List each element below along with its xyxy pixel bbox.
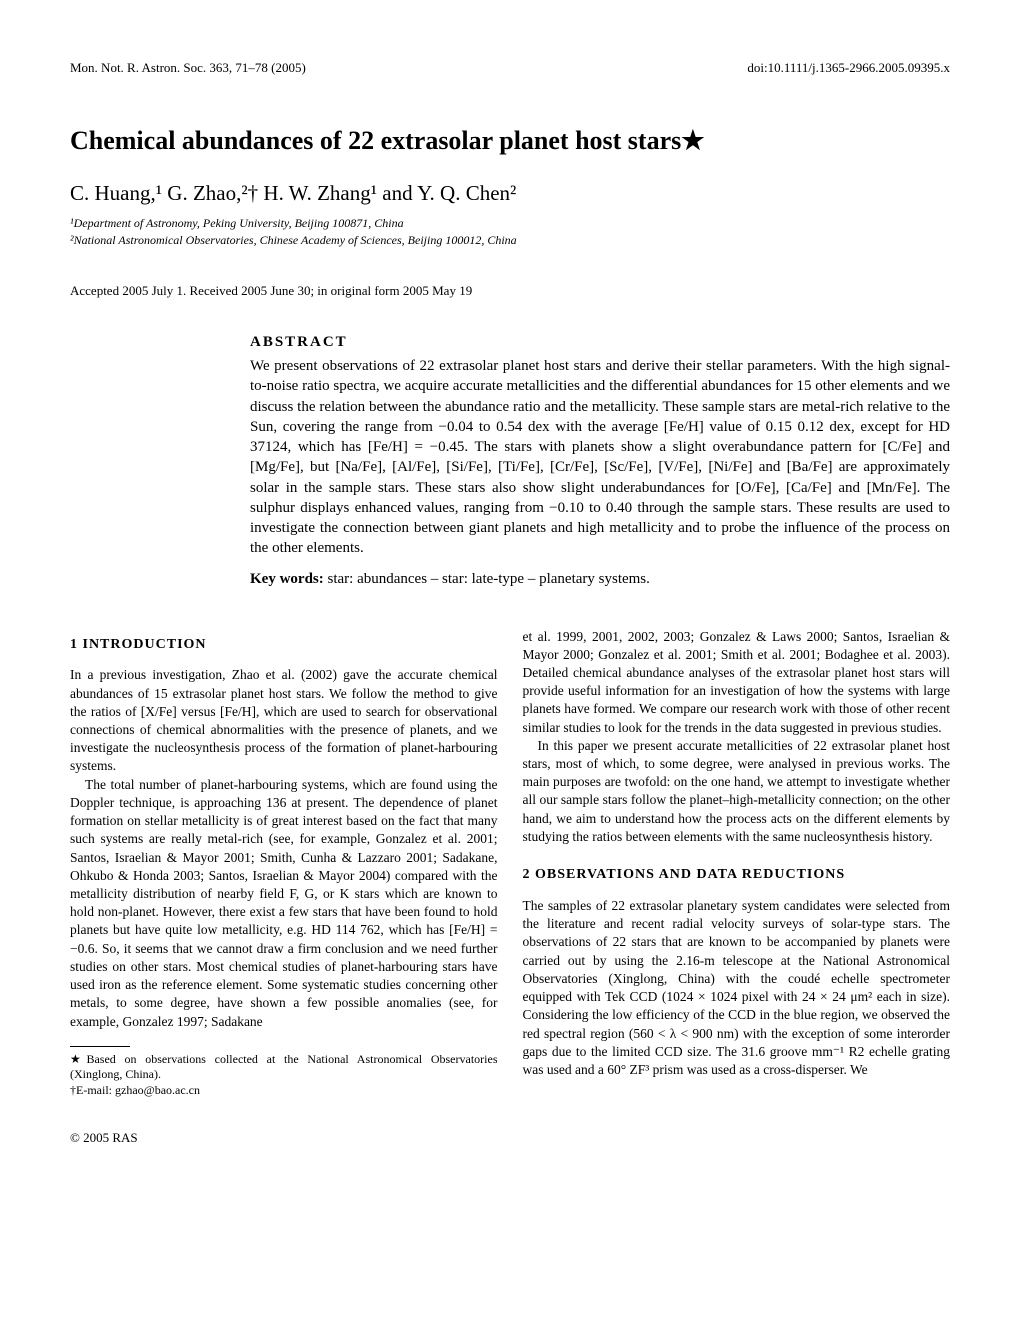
accepted-line: Accepted 2005 July 1. Received 2005 June… [70, 283, 950, 299]
copyright: © 2005 RAS [70, 1129, 498, 1147]
footnote-star: ★Based on observations collected at the … [70, 1052, 498, 1083]
keywords-text: star: abundances – star: late-type – pla… [324, 571, 650, 587]
obs-heading: 2 OBSERVATIONS AND DATA REDUCTIONS [523, 866, 951, 885]
body-columns: 1 INTRODUCTION In a previous investigati… [70, 628, 950, 1147]
keywords-label: Key words: [250, 571, 324, 587]
intro-p1: In a previous investigation, Zhao et al.… [70, 666, 498, 775]
intro-p3: In this paper we present accurate metall… [523, 737, 951, 846]
obs-p1: The samples of 22 extrasolar planetary s… [523, 897, 951, 1079]
journal-header: Mon. Not. R. Astron. Soc. 363, 71–78 (20… [70, 60, 950, 76]
intro-p2: The total number of planet-harbouring sy… [70, 776, 498, 1031]
abstract-text: We present observations of 22 extrasolar… [250, 356, 950, 559]
intro-p2-cont: et al. 1999, 2001, 2002, 2003; Gonzalez … [523, 628, 951, 737]
footnote-separator [70, 1046, 130, 1047]
doi: doi:10.1111/j.1365-2966.2005.09395.x [747, 60, 950, 76]
abstract-heading: ABSTRACT [250, 334, 950, 351]
affiliation-2: ²National Astronomical Observatories, Ch… [70, 233, 950, 248]
journal-citation: Mon. Not. R. Astron. Soc. 363, 71–78 (20… [70, 60, 306, 76]
affiliation-1: ¹Department of Astronomy, Peking Univers… [70, 216, 950, 231]
right-column: et al. 1999, 2001, 2002, 2003; Gonzalez … [523, 628, 951, 1147]
abstract-section: ABSTRACT We present observations of 22 e… [250, 334, 950, 588]
left-column: 1 INTRODUCTION In a previous investigati… [70, 628, 498, 1147]
article-title: Chemical abundances of 22 extrasolar pla… [70, 126, 950, 156]
footnote-dagger: †E-mail: gzhao@bao.ac.cn [70, 1083, 498, 1099]
keywords: Key words: star: abundances – star: late… [250, 571, 950, 588]
intro-heading: 1 INTRODUCTION [70, 636, 498, 655]
authors: C. Huang,¹ G. Zhao,²† H. W. Zhang¹ and Y… [70, 181, 950, 206]
